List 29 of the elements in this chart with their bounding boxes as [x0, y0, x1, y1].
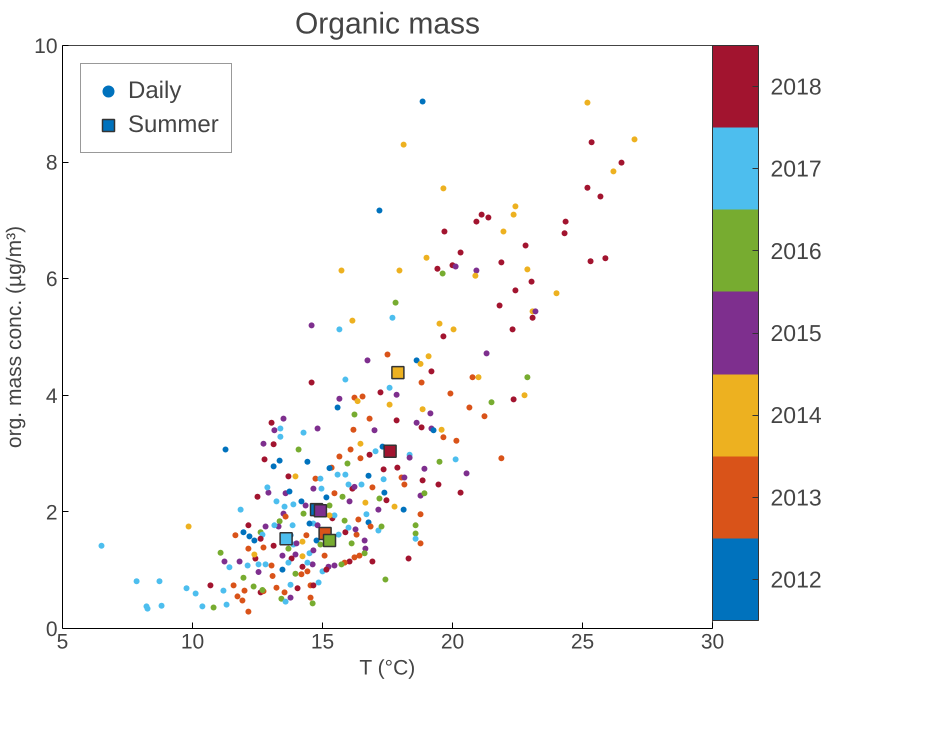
x-tick-label: 10 — [180, 630, 204, 654]
x-tick-label: 20 — [440, 630, 464, 654]
y-tick-label: 8 — [46, 152, 58, 175]
legend-label: Daily — [128, 77, 182, 105]
point — [391, 366, 405, 380]
point — [383, 444, 397, 458]
x-tick-label: 5 — [56, 630, 68, 654]
x-axis-title: T (°C) — [359, 656, 416, 680]
y-tick-label: 6 — [46, 268, 58, 292]
x-tick-label: 25 — [570, 630, 594, 654]
x-tick-label: 30 — [700, 630, 724, 654]
point — [279, 532, 293, 546]
color-bar-label: 2012 — [770, 566, 822, 592]
color-bar-label: 2016 — [770, 238, 822, 264]
y-axis-title: org. mass conc. (µg/m³) — [3, 226, 26, 448]
color-bar-label: 2017 — [770, 156, 822, 182]
y-tick-label: 0 — [46, 618, 58, 641]
y-tick-label: 2 — [46, 501, 58, 524]
x-tick-label: 15 — [310, 630, 334, 654]
color-bar-label: 2014 — [770, 402, 822, 428]
chart-title: Organic mass — [294, 8, 480, 40]
legend-label: Summer — [128, 111, 219, 139]
color-bar-label: 2015 — [770, 320, 822, 346]
point — [322, 534, 336, 548]
color-bar-label: 2018 — [770, 74, 822, 100]
y-tick-label: 4 — [46, 384, 58, 408]
point — [314, 504, 328, 518]
y-tick-label: 10 — [34, 35, 58, 58]
color-bar-label: 2013 — [770, 484, 822, 510]
